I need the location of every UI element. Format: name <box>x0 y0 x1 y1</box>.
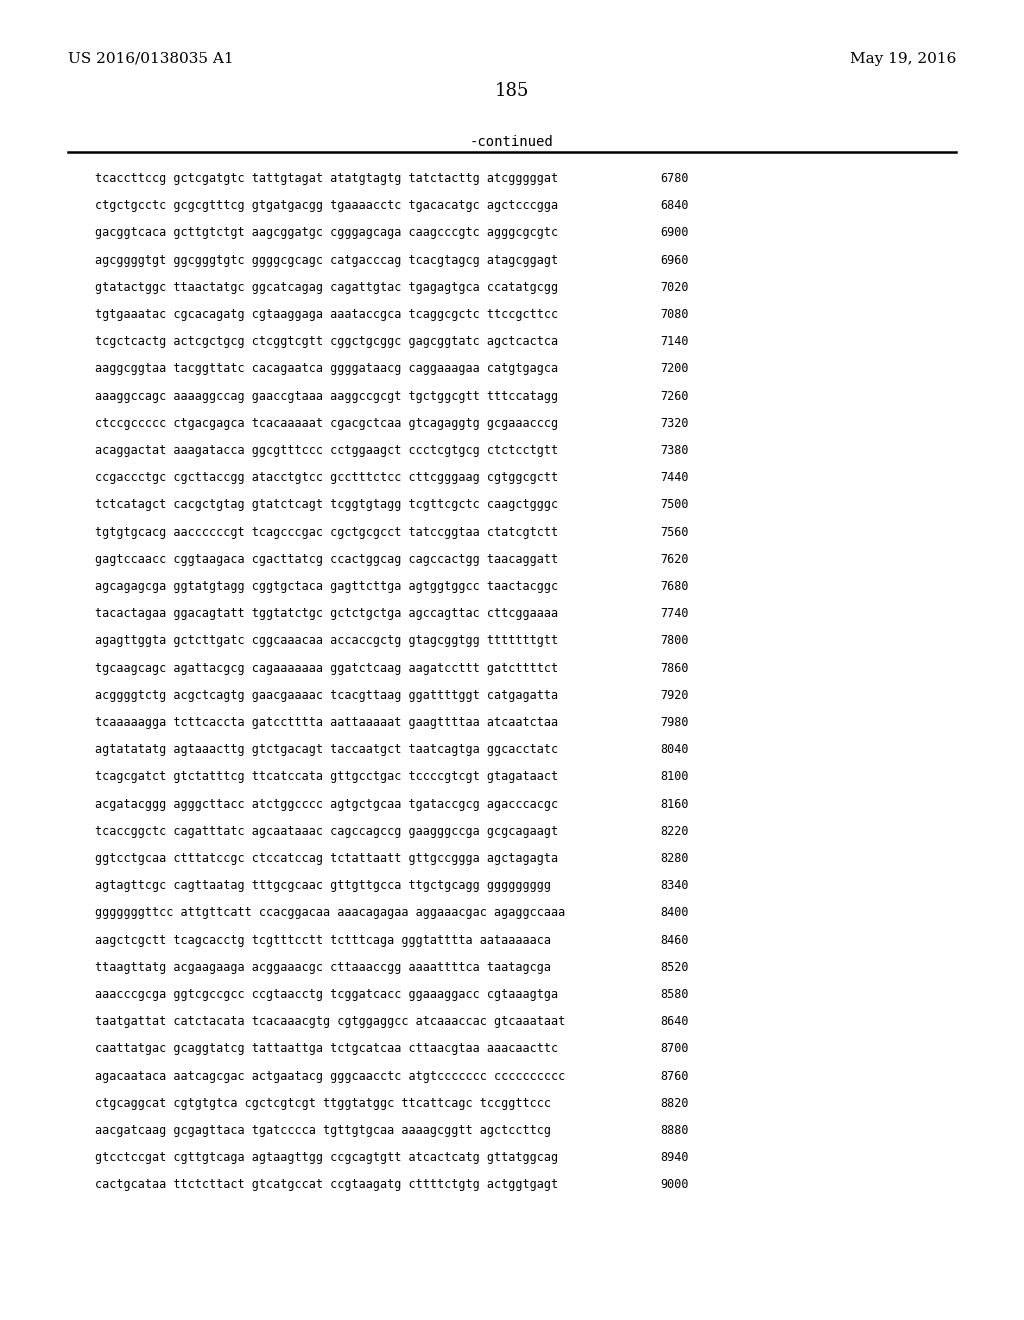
Text: tcagcgatct gtctatttcg ttcatccata gttgcctgac tccccgtcgt gtagataact: tcagcgatct gtctatttcg ttcatccata gttgcct… <box>95 771 558 783</box>
Text: 6840: 6840 <box>660 199 688 213</box>
Text: acgatacggg agggcttacc atctggcccc agtgctgcaa tgataccgcg agacccacgc: acgatacggg agggcttacc atctggcccc agtgctg… <box>95 797 558 810</box>
Text: 7860: 7860 <box>660 661 688 675</box>
Text: tcaaaaagga tcttcaccta gatcctttta aattaaaaat gaagttttaa atcaatctaa: tcaaaaagga tcttcaccta gatcctttta aattaaa… <box>95 715 558 729</box>
Text: 7140: 7140 <box>660 335 688 348</box>
Text: 7620: 7620 <box>660 553 688 566</box>
Text: 7680: 7680 <box>660 579 688 593</box>
Text: US 2016/0138035 A1: US 2016/0138035 A1 <box>68 51 233 66</box>
Text: cactgcataa ttctcttact gtcatgccat ccgtaagatg cttttctgtg actggtgagt: cactgcataa ttctcttact gtcatgccat ccgtaag… <box>95 1179 558 1192</box>
Text: ttaagttatg acgaagaaga acggaaacgc cttaaaccgg aaaattttca taatagcga: ttaagttatg acgaagaaga acggaaacgc cttaaac… <box>95 961 551 974</box>
Text: 185: 185 <box>495 82 529 100</box>
Text: 8520: 8520 <box>660 961 688 974</box>
Text: tgcaagcagc agattacgcg cagaaaaaaa ggatctcaag aagatccttt gatcttttct: tgcaagcagc agattacgcg cagaaaaaaa ggatctc… <box>95 661 558 675</box>
Text: aaacccgcga ggtcgccgcc ccgtaacctg tcggatcacc ggaaaggacc cgtaaagtga: aaacccgcga ggtcgccgcc ccgtaacctg tcggatc… <box>95 987 558 1001</box>
Text: 8880: 8880 <box>660 1125 688 1137</box>
Text: 8220: 8220 <box>660 825 688 838</box>
Text: 8760: 8760 <box>660 1069 688 1082</box>
Text: 8040: 8040 <box>660 743 688 756</box>
Text: May 19, 2016: May 19, 2016 <box>850 51 956 66</box>
Text: 8400: 8400 <box>660 907 688 920</box>
Text: tgtgaaatac cgcacagatg cgtaaggaga aaataccgca tcaggcgctc ttccgcttcc: tgtgaaatac cgcacagatg cgtaaggaga aaatacc… <box>95 308 558 321</box>
Text: ctgcaggcat cgtgtgtca cgctcgtcgt ttggtatggc ttcattcagc tccggttccc: ctgcaggcat cgtgtgtca cgctcgtcgt ttggtatg… <box>95 1097 551 1110</box>
Text: 7740: 7740 <box>660 607 688 620</box>
Text: agcggggtgt ggcgggtgtc ggggcgcagc catgacccag tcacgtagcg atagcggagt: agcggggtgt ggcgggtgtc ggggcgcagc catgacc… <box>95 253 558 267</box>
Text: 8160: 8160 <box>660 797 688 810</box>
Text: caattatgac gcaggtatcg tattaattga tctgcatcaa cttaacgtaa aaacaacttc: caattatgac gcaggtatcg tattaattga tctgcat… <box>95 1043 558 1056</box>
Text: 7320: 7320 <box>660 417 688 430</box>
Text: gtcctccgat cgttgtcaga agtaagttgg ccgcagtgtt atcactcatg gttatggcag: gtcctccgat cgttgtcaga agtaagttgg ccgcagt… <box>95 1151 558 1164</box>
Text: 6960: 6960 <box>660 253 688 267</box>
Text: 7260: 7260 <box>660 389 688 403</box>
Text: 6780: 6780 <box>660 172 688 185</box>
Text: aagctcgctt tcagcacctg tcgtttcctt tctttcaga gggtatttta aataaaaaca: aagctcgctt tcagcacctg tcgtttcctt tctttca… <box>95 933 551 946</box>
Text: aaggcggtaa tacggttatc cacagaatca ggggataacg caggaaagaa catgtgagca: aaggcggtaa tacggttatc cacagaatca ggggata… <box>95 363 558 375</box>
Text: 8640: 8640 <box>660 1015 688 1028</box>
Text: 8100: 8100 <box>660 771 688 783</box>
Text: aaaggccagc aaaaggccag gaaccgtaaa aaggccgcgt tgctggcgtt tttccatagg: aaaggccagc aaaaggccag gaaccgtaaa aaggccg… <box>95 389 558 403</box>
Text: gagtccaacc cggtaagaca cgacttatcg ccactggcag cagccactgg taacaggatt: gagtccaacc cggtaagaca cgacttatcg ccactgg… <box>95 553 558 566</box>
Text: ccgaccctgc cgcttaccgg atacctgtcc gcctttctcc cttcgggaag cgtggcgctt: ccgaccctgc cgcttaccgg atacctgtcc gcctttc… <box>95 471 558 484</box>
Text: ctccgccccc ctgacgagca tcacaaaaat cgacgctcaa gtcagaggtg gcgaaacccg: ctccgccccc ctgacgagca tcacaaaaat cgacgct… <box>95 417 558 430</box>
Text: acggggtctg acgctcagtg gaacgaaaac tcacgttaag ggattttggt catgagatta: acggggtctg acgctcagtg gaacgaaaac tcacgtt… <box>95 689 558 702</box>
Text: agtagttcgc cagttaatag tttgcgcaac gttgttgcca ttgctgcagg ggggggggg: agtagttcgc cagttaatag tttgcgcaac gttgttg… <box>95 879 551 892</box>
Text: 7560: 7560 <box>660 525 688 539</box>
Text: 8460: 8460 <box>660 933 688 946</box>
Text: agagttggta gctcttgatc cggcaaacaa accaccgctg gtagcggtgg tttttttgtt: agagttggta gctcttgatc cggcaaacaa accaccg… <box>95 635 558 647</box>
Text: agacaataca aatcagcgac actgaatacg gggcaacctc atgtccccccc cccccccccc: agacaataca aatcagcgac actgaatacg gggcaac… <box>95 1069 565 1082</box>
Text: 7020: 7020 <box>660 281 688 294</box>
Text: taatgattat catctacata tcacaaacgtg cgtggaggcc atcaaaccac gtcaaataat: taatgattat catctacata tcacaaacgtg cgtgga… <box>95 1015 565 1028</box>
Text: 8340: 8340 <box>660 879 688 892</box>
Text: tcgctcactg actcgctgcg ctcggtcgtt cggctgcggc gagcggtatc agctcactca: tcgctcactg actcgctgcg ctcggtcgtt cggctgc… <box>95 335 558 348</box>
Text: 9000: 9000 <box>660 1179 688 1192</box>
Text: 7080: 7080 <box>660 308 688 321</box>
Text: ctgctgcctc gcgcgtttcg gtgatgacgg tgaaaacctc tgacacatgc agctcccgga: ctgctgcctc gcgcgtttcg gtgatgacgg tgaaaac… <box>95 199 558 213</box>
Text: tctcatagct cacgctgtag gtatctcagt tcggtgtagg tcgttcgctc caagctgggc: tctcatagct cacgctgtag gtatctcagt tcggtgt… <box>95 499 558 511</box>
Text: tgtgtgcacg aaccccccgt tcagcccgac cgctgcgcct tatccggtaa ctatcgtctt: tgtgtgcacg aaccccccgt tcagcccgac cgctgcg… <box>95 525 558 539</box>
Text: gggggggttcc attgttcatt ccacggacaa aaacagagaa aggaaacgac agaggccaaa: gggggggttcc attgttcatt ccacggacaa aaacag… <box>95 907 565 920</box>
Text: 8940: 8940 <box>660 1151 688 1164</box>
Text: tcaccttccg gctcgatgtc tattgtagat atatgtagtg tatctacttg atcgggggat: tcaccttccg gctcgatgtc tattgtagat atatgta… <box>95 172 558 185</box>
Text: 7380: 7380 <box>660 444 688 457</box>
Text: tacactagaa ggacagtatt tggtatctgc gctctgctga agccagttac cttcggaaaa: tacactagaa ggacagtatt tggtatctgc gctctgc… <box>95 607 558 620</box>
Text: tcaccggctc cagatttatc agcaataaac cagccagccg gaagggccga gcgcagaagt: tcaccggctc cagatttatc agcaataaac cagccag… <box>95 825 558 838</box>
Text: 7800: 7800 <box>660 635 688 647</box>
Text: 8700: 8700 <box>660 1043 688 1056</box>
Text: 6900: 6900 <box>660 227 688 239</box>
Text: 7440: 7440 <box>660 471 688 484</box>
Text: 7500: 7500 <box>660 499 688 511</box>
Text: 8820: 8820 <box>660 1097 688 1110</box>
Text: 7920: 7920 <box>660 689 688 702</box>
Text: aacgatcaag gcgagttaca tgatcccca tgttgtgcaa aaaagcggtt agctccttcg: aacgatcaag gcgagttaca tgatcccca tgttgtgc… <box>95 1125 551 1137</box>
Text: ggtcctgcaa ctttatccgc ctccatccag tctattaatt gttgccggga agctagagta: ggtcctgcaa ctttatccgc ctccatccag tctatta… <box>95 851 558 865</box>
Text: 7980: 7980 <box>660 715 688 729</box>
Text: 7200: 7200 <box>660 363 688 375</box>
Text: acaggactat aaagatacca ggcgtttccc cctggaagct ccctcgtgcg ctctcctgtt: acaggactat aaagatacca ggcgtttccc cctggaa… <box>95 444 558 457</box>
Text: 8580: 8580 <box>660 987 688 1001</box>
Text: agcagagcga ggtatgtagg cggtgctaca gagttcttga agtggtggcc taactacggc: agcagagcga ggtatgtagg cggtgctaca gagttct… <box>95 579 558 593</box>
Text: gtatactggc ttaactatgc ggcatcagag cagattgtac tgagagtgca ccatatgcgg: gtatactggc ttaactatgc ggcatcagag cagattg… <box>95 281 558 294</box>
Text: -continued: -continued <box>470 135 554 149</box>
Text: gacggtcaca gcttgtctgt aagcggatgc cgggagcaga caagcccgtc agggcgcgtc: gacggtcaca gcttgtctgt aagcggatgc cgggagc… <box>95 227 558 239</box>
Text: agtatatatg agtaaacttg gtctgacagt taccaatgct taatcagtga ggcacctatc: agtatatatg agtaaacttg gtctgacagt taccaat… <box>95 743 558 756</box>
Text: 8280: 8280 <box>660 851 688 865</box>
